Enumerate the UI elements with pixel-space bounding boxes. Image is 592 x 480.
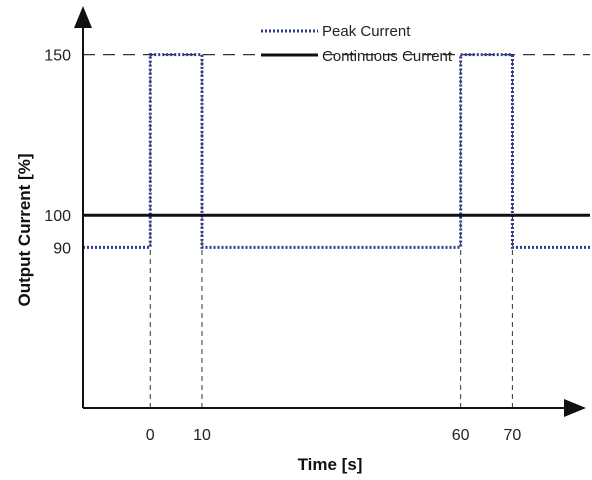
series-layer [83, 53, 590, 249]
reference-lines [83, 54, 590, 408]
y-tick-label: 90 [53, 240, 71, 257]
x-tick-label: 70 [503, 427, 521, 444]
tick-labels: 0 10 60 70 90 100 150 [44, 48, 521, 444]
legend: Peak Current Continuous Current [261, 23, 453, 65]
series-line-peak-current [83, 53, 590, 249]
x-axis-arrow-icon [564, 399, 586, 417]
y-tick-label: 100 [44, 208, 71, 225]
x-tick-label: 0 [146, 427, 155, 444]
y-axis-title: Output Current [%] [15, 154, 34, 307]
x-tick-label: 60 [452, 427, 470, 444]
x-axis-title: Time [s] [298, 455, 363, 474]
legend-peak-label: Peak Current [322, 23, 411, 40]
y-tick-label: 150 [44, 48, 71, 65]
y-axis-arrow-icon [74, 6, 92, 28]
x-tick-label: 10 [193, 427, 211, 444]
legend-continuous-label: Continuous Current [322, 48, 453, 65]
